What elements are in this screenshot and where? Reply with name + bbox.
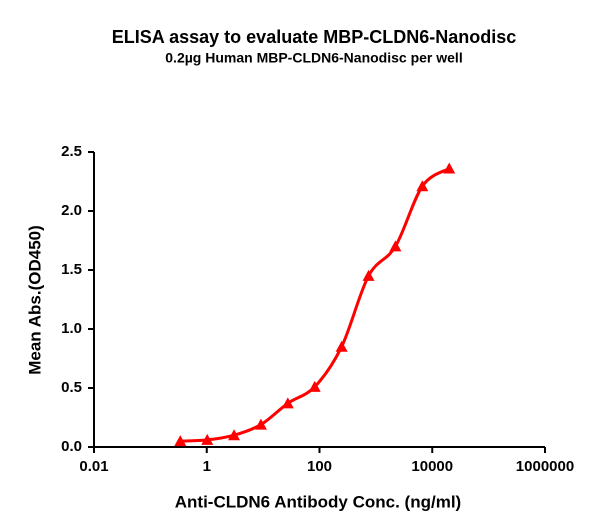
x-axis-label: Anti-CLDN6 Antibody Conc. (ng/ml) (175, 492, 461, 511)
y-tick-label: 0.5 (61, 379, 82, 396)
point (281, 397, 294, 409)
point (362, 269, 375, 281)
point (308, 380, 321, 392)
y-tick-label: 0.0 (61, 438, 82, 455)
point (174, 435, 187, 447)
chart-title: ELISA assay to evaluate MBP-CLDN6-Nanodi… (112, 27, 516, 47)
x-tick-label: 100 (307, 458, 332, 475)
y-axis-label: Mean Abs.(OD450) (25, 225, 44, 375)
y-tick-label: 1.0 (61, 320, 82, 337)
point (443, 162, 456, 174)
point (228, 429, 241, 441)
point (335, 340, 348, 352)
fit-curve (180, 167, 451, 443)
x-tick-label: 0.01 (79, 458, 108, 475)
y-tick-label: 2.0 (61, 202, 82, 219)
point (254, 418, 267, 430)
point (416, 180, 429, 192)
x-tick-label: 1 (203, 458, 211, 475)
y-tick-label: 1.5 (61, 261, 82, 278)
point (201, 433, 214, 445)
y-tick-label: 2.5 (61, 143, 82, 160)
x-tick-label: 1000000 (516, 458, 574, 475)
x-tick-label: 10000 (411, 458, 453, 475)
point (389, 240, 402, 252)
chart-subtitle: 0.2µg Human MBP-CLDN6-Nanodisc per well (165, 50, 462, 66)
